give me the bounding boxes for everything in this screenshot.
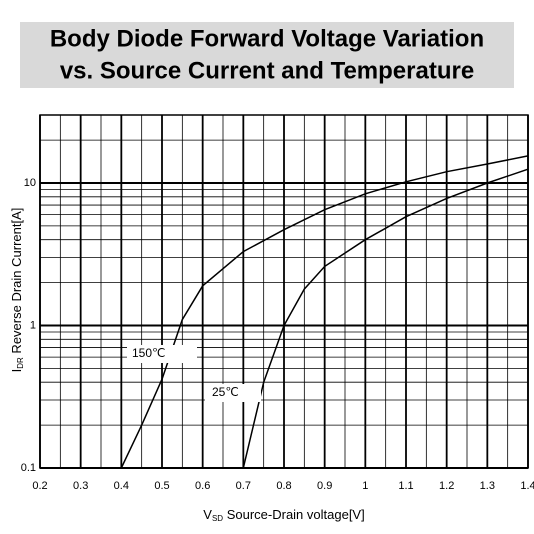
title-box (20, 22, 514, 88)
chart-title: vs. Source Current and Temperature (60, 57, 474, 84)
x-tick-label: 0.3 (73, 480, 88, 492)
x-tick-label: 0.4 (114, 480, 129, 492)
y-tick-label: 1 (30, 319, 36, 331)
plot: 0.2 0.3 0.4 0.5 0.6 0.7 0.8 0.9 1 1.1 1.2 1.3 1.4 0.1… (21, 114, 534, 492)
x-tick-label: 0.6 (195, 480, 210, 492)
y-tick-label: 0.1 (21, 462, 36, 474)
annotation-bg (127, 345, 197, 363)
x-tick-label: 1.2 (439, 480, 454, 492)
x-tick-label: 1.4 (520, 480, 534, 492)
y-axis-label: IDR Reverse Drain Current[A] (9, 208, 25, 373)
series-line (120, 155, 529, 469)
x-axis-label: VSD Source-Drain voltage[V] (203, 507, 364, 523)
x-tick-label: 1 (362, 480, 368, 492)
x-tick-label: 0.8 (276, 480, 291, 492)
annotation-bg (205, 384, 261, 402)
annotation: 150℃ (132, 346, 166, 360)
chart-title: Body Diode Forward Voltage Variation (50, 25, 484, 52)
x-tick-label: 0.2 (32, 480, 47, 492)
x-tick-label: 0.5 (154, 480, 169, 492)
x-tick-label: 1.3 (480, 480, 495, 492)
series-line (242, 168, 529, 469)
annotation: 25℃ (212, 385, 239, 399)
x-tick-label: 0.9 (317, 480, 332, 492)
x-tick-label: 1.1 (398, 480, 413, 492)
x-tick-label: 0.7 (236, 480, 251, 492)
y-tick-label: 10 (24, 177, 36, 189)
